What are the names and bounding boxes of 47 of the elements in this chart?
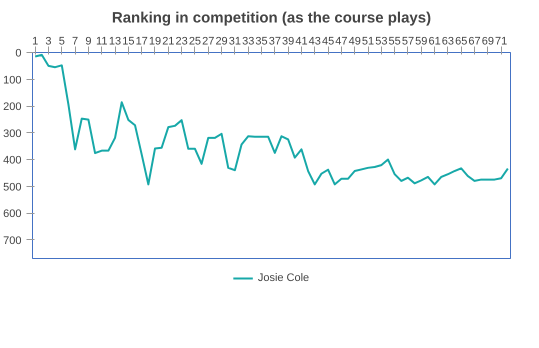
x-tick-label: 57 xyxy=(402,36,414,48)
x-tick-label: 21 xyxy=(162,36,174,48)
x-tick-label: 9 xyxy=(85,36,92,48)
y-tick-label: 600 xyxy=(3,208,22,220)
x-tick-label: 63 xyxy=(442,36,454,48)
x-tick-label: 55 xyxy=(388,36,401,48)
x-tick-label: 15 xyxy=(122,36,134,48)
x-tick-label: 61 xyxy=(428,36,441,48)
x-tick-label: 41 xyxy=(295,36,308,48)
y-tick-label: 200 xyxy=(3,101,22,114)
x-tick-label: 49 xyxy=(348,36,361,48)
chart-title: Ranking in competition (as the course plays) xyxy=(112,10,432,26)
x-tick-label: 43 xyxy=(308,36,321,48)
x-tick-label: 23 xyxy=(176,36,188,48)
x-tick-label: 45 xyxy=(322,36,334,48)
x-tick-label: 35 xyxy=(255,36,268,48)
x-tick-label: 7 xyxy=(72,36,78,48)
x-tick-label: 19 xyxy=(148,36,162,48)
x-tick-label: 25 xyxy=(188,36,202,48)
x-tick-label: 33 xyxy=(242,36,254,48)
x-tick-label: 1 xyxy=(32,36,38,48)
y-tick-label: 0 xyxy=(15,48,22,60)
x-tick-label: 59 xyxy=(415,36,428,48)
x-tick-label: 47 xyxy=(335,36,348,48)
x-tick-label: 11 xyxy=(96,36,108,48)
x-tick-label: 53 xyxy=(375,36,388,48)
x-tick-label: 69 xyxy=(482,36,494,48)
x-tick-label: 71 xyxy=(495,36,508,48)
x-tick-label: 5 xyxy=(58,36,65,48)
x-tick-label: 3 xyxy=(45,36,52,48)
x-tick-label: 17 xyxy=(136,36,148,48)
x-tick-label: 13 xyxy=(108,36,122,48)
line-series xyxy=(34,54,509,186)
x-tick-label: 37 xyxy=(268,36,281,48)
x-tick-label: 51 xyxy=(362,36,374,48)
x-tick-label: 31 xyxy=(228,36,242,48)
y-tick-label: 400 xyxy=(3,154,22,167)
x-tick-label: 27 xyxy=(202,36,214,48)
x-tick-label: 67 xyxy=(468,36,481,48)
x-tick-label: 65 xyxy=(455,36,468,48)
y-tick-label: 700 xyxy=(3,234,22,247)
y-tick-label: 500 xyxy=(3,181,22,194)
x-tick-label: 29 xyxy=(215,36,228,48)
x-tick-label: 39 xyxy=(282,36,294,48)
y-tick-label: 100 xyxy=(3,74,22,86)
legend-label: Josie Cole xyxy=(258,272,310,284)
y-tick-label: 300 xyxy=(3,128,22,140)
